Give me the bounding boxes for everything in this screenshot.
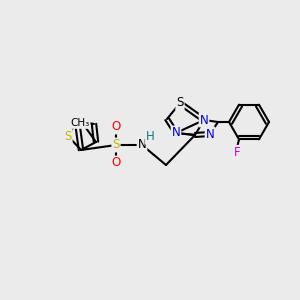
Text: S: S: [112, 139, 120, 152]
Text: N: N: [206, 128, 214, 140]
Text: CH₃: CH₃: [70, 118, 90, 128]
Text: N: N: [138, 139, 146, 152]
Text: H: H: [146, 130, 154, 143]
Text: N: N: [172, 127, 180, 140]
Text: S: S: [64, 130, 72, 142]
Text: S: S: [176, 97, 184, 110]
Text: O: O: [111, 157, 121, 169]
Text: F: F: [234, 146, 240, 159]
Text: O: O: [111, 121, 121, 134]
Text: N: N: [200, 113, 208, 127]
